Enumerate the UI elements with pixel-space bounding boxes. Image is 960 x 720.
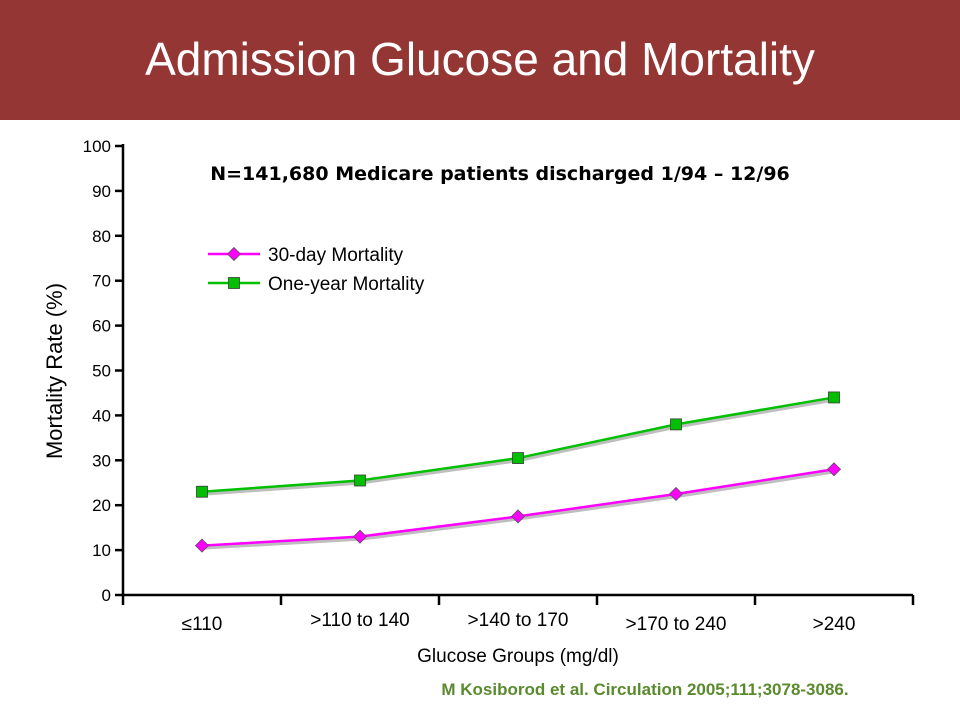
mortality-line-chart: 0 10 20 30 40 50 60 70 80 90 100 ≤110 >110 to 140 >14…: [42, 137, 915, 667]
x-tick-label: >140 to 170: [468, 610, 569, 631]
y-tick-label: 50: [92, 362, 111, 381]
y-tick-label: 100: [83, 137, 111, 156]
y-tick-label: 80: [92, 227, 111, 246]
series: [194, 391, 842, 553]
axes: [121, 144, 913, 597]
data-point: [196, 485, 208, 498]
data-point: [512, 452, 524, 464]
y-tick-label: 60: [92, 317, 111, 336]
x-tick-label: >110 to 140: [310, 610, 410, 631]
y-tick-label: 20: [92, 496, 111, 515]
x-tick-label: >170 to 240: [626, 614, 727, 635]
data-point: [668, 486, 684, 502]
legend-entry: 30-day Mortality: [208, 245, 404, 266]
legend-marker: [228, 277, 240, 289]
legend: 30-day Mortality One-year Mortality: [208, 245, 425, 295]
y-tick-label: 30: [92, 451, 111, 470]
data-point: [510, 509, 526, 524]
series-2: [196, 391, 840, 498]
data-point: [194, 538, 210, 553]
legend-marker: [226, 246, 242, 262]
series-line: [201, 468, 835, 547]
legend-entry: One-year Mortality: [208, 274, 425, 295]
data-point: [828, 391, 840, 404]
data-point: [826, 462, 842, 477]
title-bar: Admission Glucose and Mortality: [0, 0, 960, 120]
data-point: [354, 474, 366, 487]
legend-label: One-year Mortality: [268, 274, 425, 295]
legend-label: 30-day Mortality: [268, 245, 404, 266]
series-1: [194, 462, 842, 553]
x-tick-label: >240: [813, 614, 856, 635]
data-point: [352, 529, 368, 544]
chart-subtitle: N=141,680 Medicare patients discharged 1…: [210, 163, 790, 185]
y-tick-label: 0: [102, 586, 111, 605]
data-point: [670, 418, 682, 431]
x-axis-label: Glucose Groups (mg/dl): [417, 646, 619, 667]
y-tick-label: 90: [92, 182, 111, 201]
y-tick-label: 40: [92, 406, 111, 425]
y-tick-label: 10: [92, 541, 111, 560]
series-line: [201, 396, 835, 493]
y-tick-label: 70: [92, 272, 111, 291]
citation: M Kosiborod et al. Circulation 2005;111;…: [441, 680, 849, 699]
axis-ticks: 0 10 20 30 40 50 60 70 80 90 100 ≤110 >110 to 140 >14…: [83, 137, 915, 635]
y-axis-label: Mortality Rate (%): [42, 283, 67, 459]
x-tick-label: ≤110: [182, 614, 223, 635]
slide-title: Admission Glucose and Mortality: [145, 33, 815, 85]
